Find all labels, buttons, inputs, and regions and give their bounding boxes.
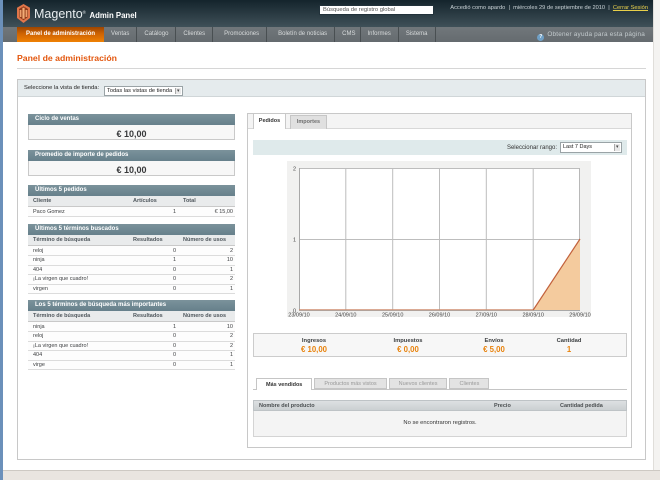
svg-text:23/09/10: 23/09/10 <box>288 313 309 319</box>
svg-text:26/09/10: 26/09/10 <box>429 313 450 319</box>
svg-text:25/09/10: 25/09/10 <box>382 313 403 319</box>
svg-text:2: 2 <box>293 167 296 173</box>
svg-text:27/09/10: 27/09/10 <box>476 313 497 319</box>
svg-text:0: 0 <box>293 309 296 315</box>
svg-text:24/09/10: 24/09/10 <box>335 313 356 319</box>
svg-text:1: 1 <box>293 238 296 244</box>
svg-text:28/09/10: 28/09/10 <box>522 313 543 319</box>
svg-text:29/09/10: 29/09/10 <box>569 313 590 319</box>
